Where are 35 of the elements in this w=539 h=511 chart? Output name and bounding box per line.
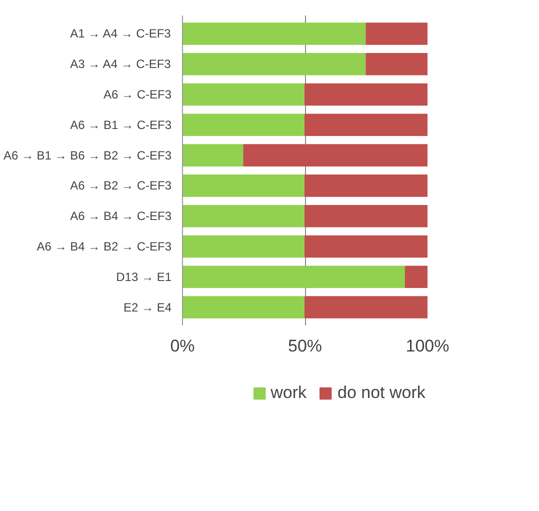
bar: [182, 296, 306, 318]
y-tick-label: A6 → B2 → C-EF3: [70, 178, 172, 193]
bar: [304, 235, 428, 258]
y-tick-label: A6 → B4 → B2 → C-EF3: [36, 239, 172, 254]
bar: [304, 204, 428, 228]
bar: [182, 174, 306, 197]
y-tick-label: A6 → C-EF3: [103, 88, 172, 102]
legend-label: do not work: [338, 383, 426, 403]
bar: [182, 235, 306, 258]
y-tick-label: A1 → A4 → C-EF3: [70, 26, 172, 41]
bar: [304, 83, 428, 106]
legend-label: work: [270, 383, 307, 403]
bar: [304, 296, 428, 318]
bar: [366, 52, 428, 76]
bar: [182, 266, 406, 288]
y-tick-label: E2 → E4: [123, 300, 172, 314]
bar: [243, 144, 428, 166]
bar: [366, 22, 428, 45]
bar: [182, 83, 306, 106]
x-tick-label: 50%: [288, 336, 322, 356]
bar: [182, 22, 367, 45]
bar: [182, 204, 306, 228]
y-tick-label: A6 → B4 → C-EF3: [70, 209, 172, 224]
y-tick-label: A6 → B1 → C-EF3: [70, 118, 172, 132]
bar: [304, 174, 428, 197]
x-tick-label: 100%: [406, 336, 450, 356]
bar: [404, 266, 428, 288]
bar: [182, 144, 244, 166]
x-tick-label: 0%: [170, 336, 195, 356]
bar: [182, 52, 367, 76]
y-tick-label: A3 → A4 → C-EF3: [70, 57, 172, 72]
bar: [182, 114, 306, 136]
bar: [304, 114, 428, 136]
y-tick-label: A6 → B1 → B6 → B2 → C-EF3: [3, 148, 172, 162]
y-tick-label: D13 → E1: [116, 270, 172, 284]
